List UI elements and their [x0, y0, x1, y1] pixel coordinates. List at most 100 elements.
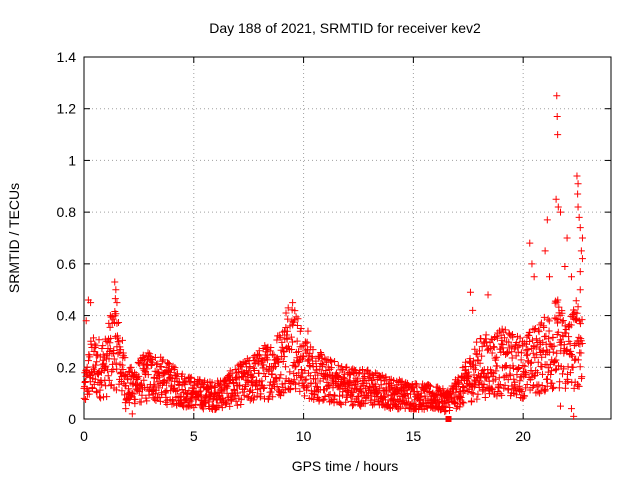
data-point [346, 370, 354, 378]
data-point-peak [111, 278, 119, 286]
data-point [96, 386, 104, 394]
data-point [275, 358, 283, 366]
data-point [156, 397, 164, 405]
data-point-peak [576, 224, 584, 232]
data-point [294, 348, 302, 356]
data-point [349, 389, 357, 397]
data-point [250, 366, 258, 374]
data-point [319, 361, 327, 369]
x-tick-label: 5 [190, 428, 198, 444]
data-point [409, 384, 417, 392]
data-point-peak [289, 299, 297, 307]
data-point [97, 377, 105, 385]
data-point [292, 385, 300, 393]
data-point [530, 381, 538, 389]
data-point [80, 394, 88, 402]
data-point [573, 309, 581, 317]
data-point [326, 390, 334, 398]
data-point [93, 358, 101, 366]
data-point [158, 391, 166, 399]
data-point [554, 316, 562, 324]
data-point [441, 408, 449, 416]
data-point [301, 376, 309, 384]
data-point [533, 383, 541, 391]
data-point [472, 350, 480, 358]
data-point [364, 369, 372, 377]
data-point [312, 382, 320, 390]
data-point [86, 353, 94, 361]
data-point [374, 388, 382, 396]
data-point [521, 392, 529, 400]
data-point [567, 321, 575, 329]
data-point [110, 347, 118, 355]
data-point [80, 384, 88, 392]
data-point [268, 350, 276, 358]
data-point [541, 387, 549, 395]
data-point [372, 383, 380, 391]
data-point [527, 358, 535, 366]
data-point [560, 341, 568, 349]
data-point [552, 356, 560, 364]
data-point [343, 363, 351, 371]
data-point [541, 386, 549, 394]
data-point [535, 326, 543, 334]
data-point [158, 357, 166, 365]
data-point [398, 377, 406, 385]
data-point [105, 376, 113, 384]
data-point [538, 381, 546, 389]
data-point [575, 382, 583, 390]
data-point [471, 345, 479, 353]
data-point [321, 355, 329, 363]
data-point [517, 356, 525, 364]
data-point [465, 372, 473, 380]
data-point [296, 387, 304, 395]
data-point [83, 363, 91, 371]
data-point [268, 370, 276, 378]
data-point [336, 392, 344, 400]
data-point [152, 389, 160, 397]
data-point [93, 351, 101, 359]
data-point [149, 359, 157, 367]
data-point [381, 392, 389, 400]
data-point [201, 377, 209, 385]
data-point [404, 394, 412, 402]
data-point [156, 373, 164, 381]
data-point [173, 387, 181, 395]
data-point [125, 399, 133, 407]
data-point [509, 333, 517, 341]
ticks: 0 5 10 15 20 0 0.2 0.4 0.6 0.8 1 1.2 1.4 [57, 49, 611, 444]
data-point [496, 380, 504, 388]
data-point [446, 404, 454, 412]
data-point [223, 399, 231, 407]
data-point [283, 327, 291, 335]
data-point [181, 381, 189, 389]
data-point [266, 347, 274, 355]
data-point [143, 365, 151, 373]
x-tick-label: 0 [80, 428, 88, 444]
data-point [534, 358, 542, 366]
data-point [510, 375, 518, 383]
data-point [119, 366, 127, 374]
data-point [187, 379, 195, 387]
data-point [486, 344, 494, 352]
data-point [163, 396, 171, 404]
data-point [506, 372, 514, 380]
data-point [113, 365, 121, 373]
data-point [506, 370, 514, 378]
data-point [320, 372, 328, 380]
data-point [129, 372, 137, 380]
data-point [106, 323, 114, 331]
x-tick-label: 15 [406, 428, 422, 444]
data-point [493, 353, 501, 361]
data-point [258, 377, 266, 385]
data-point [578, 316, 586, 324]
data-point [164, 360, 172, 368]
data-point [260, 361, 268, 369]
data-point [382, 373, 390, 381]
data-point [549, 333, 557, 341]
data-point [525, 331, 533, 339]
data-point [239, 388, 247, 396]
data-point [517, 349, 525, 357]
data-point [577, 349, 585, 357]
data-point [547, 367, 555, 375]
